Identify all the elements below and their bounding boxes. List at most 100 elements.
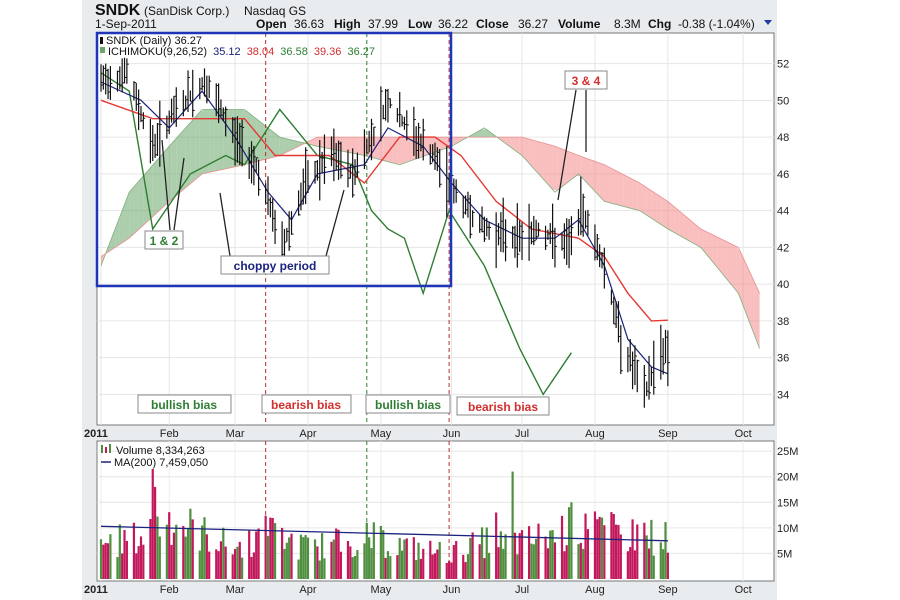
company-name: (SanDisk Corp.) (144, 4, 229, 18)
kumo-segment (745, 262, 751, 324)
volume-bar (116, 556, 119, 579)
volume-bar (205, 534, 208, 579)
volume-bar (299, 534, 303, 579)
ichimoku-value-senkou-b: 39.36 (314, 46, 342, 58)
price-bar (302, 168, 306, 205)
ichimoku-legend-swatch (100, 47, 105, 53)
volume-bar (281, 527, 284, 579)
volume-bar (353, 555, 357, 579)
price-bar (415, 126, 419, 159)
price-tick-label: 52 (777, 59, 789, 71)
volume-bar (172, 532, 176, 579)
volume-bar (495, 512, 498, 579)
volume-bar (151, 469, 154, 579)
volume-bar (132, 522, 136, 579)
volume-bar (537, 523, 540, 579)
volume-bar (346, 541, 350, 579)
kumo-segment (213, 109, 219, 172)
volume-bar (629, 547, 632, 579)
price-bar (446, 146, 449, 218)
price-bar (274, 209, 278, 244)
dropdown-triangle-icon[interactable] (764, 20, 772, 25)
volume-bar (330, 541, 333, 579)
kumo-segment (632, 179, 638, 211)
price-bar (340, 141, 343, 179)
price-bar (594, 224, 597, 261)
kumo-segment (736, 246, 741, 300)
kumo-segment (670, 203, 675, 233)
volume-bar (438, 542, 441, 579)
volume-bar (643, 522, 646, 579)
month-label-volume: Mar (226, 584, 245, 596)
kumo-segment (510, 137, 515, 151)
volume-bar (652, 555, 655, 579)
price-bar (380, 86, 383, 142)
volume-bar (231, 554, 234, 579)
month-axis-price: 2011 Feb Mar Apr May Jun Jul Aug Sep Oct (84, 428, 752, 440)
volume-bar (551, 530, 554, 579)
price-bar (159, 100, 162, 167)
volume-bar (255, 531, 258, 579)
kumo-segment (547, 144, 553, 190)
price-bar (664, 329, 668, 364)
price-bar (337, 140, 341, 180)
price-bar (319, 140, 322, 201)
kumo-segment (627, 176, 633, 209)
price-tick-label: 38 (777, 316, 789, 328)
volume-bar (153, 486, 157, 579)
price-bar (366, 139, 369, 154)
bias-box-3 (365, 394, 451, 414)
kumo-segment (209, 109, 214, 173)
volume-bar (335, 528, 338, 579)
volume-bar (224, 546, 227, 579)
kumo-segment (656, 193, 661, 225)
volume-bar (485, 527, 488, 579)
volume-bar (617, 524, 620, 579)
price-bar (236, 116, 240, 163)
month-label: Jul (515, 428, 529, 440)
kumo-segment (482, 129, 487, 138)
kumo-segment (340, 137, 346, 152)
price-bar (265, 183, 268, 204)
arrows-3-and-4 (557, 89, 587, 201)
kumo-segment (284, 138, 290, 154)
volume-tick-label: 10M (777, 523, 798, 535)
price-bar (627, 346, 630, 373)
volume-bar (567, 507, 571, 579)
price-bar (281, 221, 285, 261)
header-date: 1-Sep-2011 (95, 17, 157, 31)
price-bar (599, 244, 602, 268)
price-bar (333, 128, 336, 182)
price-bar (385, 89, 388, 121)
price-bar (462, 195, 466, 219)
volume-bar (316, 546, 319, 579)
volume-bar (603, 525, 606, 579)
volume-bar (297, 559, 300, 579)
price-bar (220, 99, 223, 117)
kumo-segment (660, 196, 666, 228)
kumo-segment (133, 181, 139, 234)
volume-bar (412, 537, 415, 579)
price-bar (156, 123, 160, 157)
kumo-segment (289, 139, 294, 151)
price-bar (250, 141, 254, 184)
volume-bar (633, 550, 637, 579)
price-bar (396, 108, 400, 123)
kumo-segment (562, 149, 567, 187)
kumo-segment (115, 216, 120, 248)
bias-box-2 (261, 394, 352, 414)
kumo-segment (195, 112, 200, 180)
kumo-segment (740, 252, 746, 312)
volume-bar (565, 545, 568, 579)
month-label: Apr (299, 428, 316, 440)
volume-bar (318, 560, 321, 579)
kumo-segment (350, 137, 356, 154)
open-value: 36.63 (294, 17, 324, 31)
price-bar (521, 222, 525, 261)
volume-bar (645, 535, 648, 579)
volume-bar (471, 532, 474, 579)
kumo-segment (500, 137, 506, 144)
volume-bar (445, 562, 448, 579)
volume-bars (99, 469, 669, 579)
price-legend-text: SNDK (Daily) 36.27 (106, 35, 202, 47)
